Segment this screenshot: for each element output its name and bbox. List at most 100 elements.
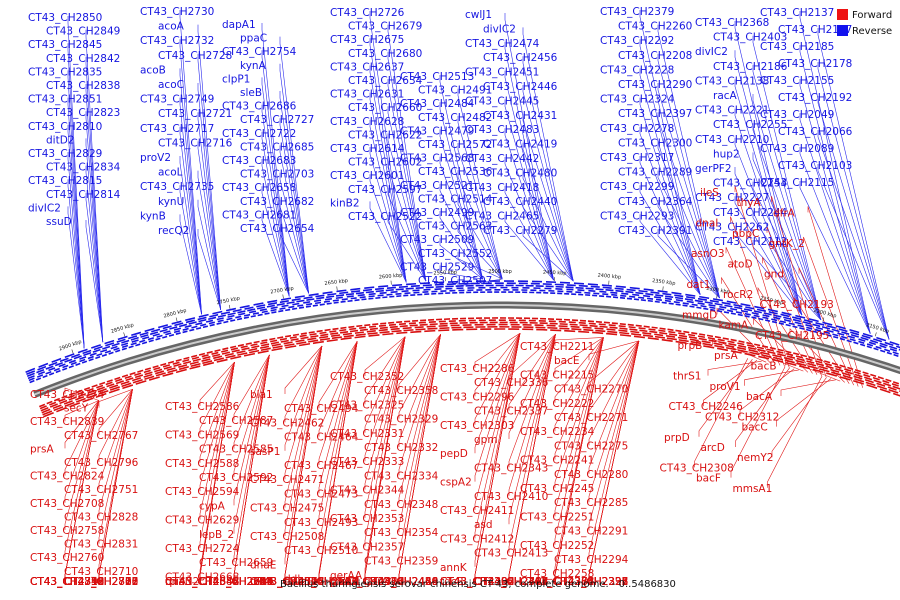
forward-gene-label: CT43_CH2438 <box>364 576 438 588</box>
reverse-gene-label: CT43_CH2681 <box>222 209 296 221</box>
forward-leader-line <box>199 361 235 406</box>
forward-gene-label: bacF <box>696 473 721 485</box>
forward-gene-label: CT43_CH2650 <box>199 576 273 588</box>
forward-gene-label: sasP1 <box>250 446 280 458</box>
forward-leader-line <box>474 333 521 425</box>
forward-gene-label: CT43_CH2384 <box>474 576 549 588</box>
forward-leader-line <box>771 377 827 458</box>
reverse-leader-line <box>179 39 202 315</box>
reverse-gene-label: CT43_CH2440 <box>483 196 557 208</box>
tick-label: 2650 kbp <box>324 278 348 287</box>
reverse-gene-label: CT43_CH2474 <box>465 38 540 50</box>
reverse-leader-line <box>279 63 309 294</box>
forward-leader-line <box>794 297 850 384</box>
reverse-gene-label: hup2 <box>713 148 740 160</box>
forward-gene-label: CT43_CH2422 <box>440 576 514 588</box>
forward-leader-line <box>508 334 556 411</box>
reverse-leader-line <box>197 199 221 310</box>
reverse-gene-label: CT43_CH2292 <box>600 35 674 47</box>
reverse-leader-line <box>85 192 104 343</box>
reverse-gene-label: CT43_CH2368 <box>695 17 769 29</box>
forward-leader-line <box>233 354 270 581</box>
forward-gene-label: CT43_CH2463 <box>330 576 404 588</box>
tick-mark <box>662 286 664 291</box>
reverse-gene-label: racA <box>713 90 738 102</box>
forward-gene-label: CT43_CH2335 <box>554 576 628 588</box>
reverse-leader-line <box>261 50 290 297</box>
forward-gene-label: CT43_CH2585 <box>199 444 273 456</box>
forward-leader-line <box>284 345 323 508</box>
reverse-gene-label: CT43_CH2299 <box>600 181 674 193</box>
reverse-leader-line <box>369 147 407 283</box>
forward-gene-label: mmsA1 <box>733 483 773 495</box>
reverse-gene-label: CT43_CH2484 <box>400 98 475 110</box>
forward-leader-line <box>98 389 133 544</box>
reverse-gene-label: CT43_CH2682 <box>240 196 314 208</box>
tick-mark <box>822 317 825 322</box>
reverse-leader-line <box>752 35 822 320</box>
tick-label: 2600 kbp <box>379 273 403 281</box>
forward-leader-line <box>318 341 358 581</box>
reverse-leader-line <box>387 215 427 282</box>
reverse-gene-label: CT43_CH2810 <box>28 121 102 133</box>
reverse-gene-label: CT43_CH2572 <box>418 139 492 151</box>
reverse-leader-line <box>197 53 221 310</box>
forward-gene-label: CT43_CH2758 <box>30 525 104 537</box>
forward-gene-label: CT43_CH2780 <box>64 576 138 588</box>
reverse-gene-label: CT43_CH2049 <box>760 109 834 121</box>
forward-gene-label: CT43_CH2284 <box>520 576 595 588</box>
reverse-gene-label: CT43_CH2442 <box>465 153 539 165</box>
reverse-leader-line <box>67 124 85 349</box>
forward-gene-label: glsA2 <box>330 576 359 588</box>
reverse-leader-line <box>369 38 407 283</box>
reverse-gene-label: CT43_CH2103 <box>778 160 852 172</box>
forward-gene-label: CT43_CH2275 <box>554 440 628 452</box>
forward-leader-line <box>780 379 836 396</box>
reverse-leader-line <box>799 11 871 334</box>
forward-leader-line <box>703 359 758 407</box>
reverse-gene-label: CT43_CH2849 <box>46 26 120 38</box>
forward-gene-label: CT43_CH2723 <box>199 576 273 588</box>
reverse-leader-line <box>439 75 483 280</box>
reverse-gene-label: CT43_CH2155 <box>760 75 834 87</box>
reverse-leader-line <box>279 172 309 294</box>
forward-gene-label: cspA2 <box>440 477 472 489</box>
forward-gene-label: CT43_CH2395 <box>474 576 548 588</box>
reverse-leader-line <box>504 214 554 281</box>
reverse-gene-label: CT43_CH2717 <box>140 123 214 135</box>
forward-leader-line <box>364 336 406 518</box>
forward-gene-label: cypA <box>199 500 226 512</box>
reverse-gene-label: CT43_CH2602 <box>348 157 422 169</box>
reverse-leader-line <box>261 213 290 297</box>
forward-gene-label: CT43_CH2694 <box>199 576 274 588</box>
reverse-gene-label: CT43_CH2300 <box>618 137 692 149</box>
reverse-gene-label: CT43_CH2089 <box>760 143 834 155</box>
reverse-leader-line <box>387 51 427 282</box>
forward-gene-label: CT43_CH2321 <box>554 576 628 588</box>
reverse-leader-line <box>799 79 871 334</box>
reverse-leader-line <box>85 111 104 343</box>
forward-gene-label: CT43_CH2272 <box>520 576 594 588</box>
reverse-leader-line <box>85 138 104 343</box>
forward-leader-line <box>199 362 235 581</box>
reverse-leader-line <box>457 197 503 280</box>
forward-leader-line <box>98 389 133 462</box>
forward-leader-line <box>771 196 827 378</box>
forward-strand-track <box>41 323 900 414</box>
reverse-gene-label: CT43_CH2451 <box>465 67 539 79</box>
forward-leader-line <box>474 333 521 567</box>
forward-gene-label: ddl <box>284 574 300 586</box>
reverse-leader-line <box>752 64 822 320</box>
forward-gene-label: CT43_CH2308 <box>660 462 734 474</box>
reverse-gene-label: CT43_CH2845 <box>28 39 102 51</box>
reverse-gene-label: CT43_CH2529 <box>400 261 474 273</box>
reverse-gene-label: CT43_CH2634 <box>348 75 423 87</box>
forward-leader-line <box>199 362 235 492</box>
reverse-leader-line <box>734 79 803 316</box>
reverse-gene-label: recQ2 <box>158 225 189 237</box>
reverse-leader-line <box>657 24 720 299</box>
reverse-gene-label: cwlJ1 <box>465 9 492 21</box>
forward-leader-line <box>694 358 749 468</box>
forward-leader-line <box>474 333 521 397</box>
